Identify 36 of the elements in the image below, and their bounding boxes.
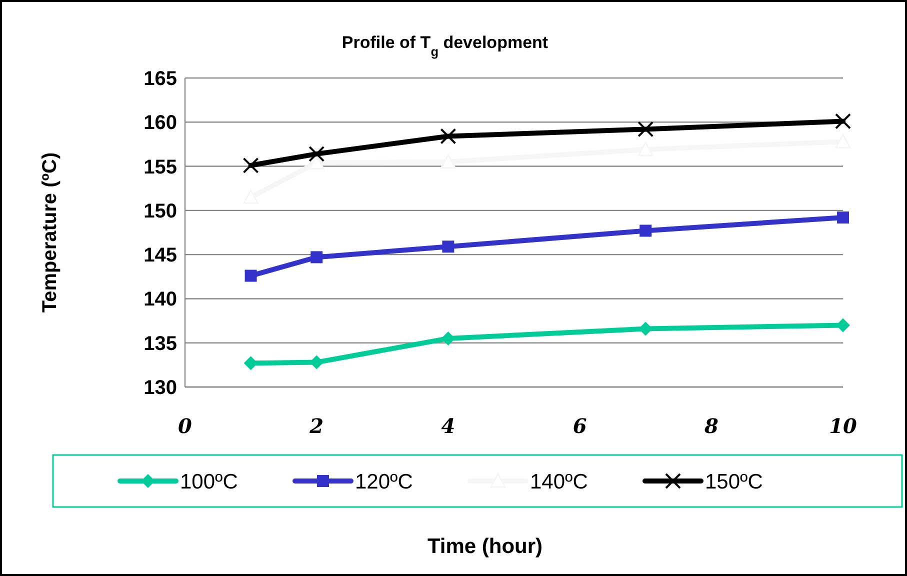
point	[308, 155, 324, 170]
y-tick-label: 160	[144, 112, 177, 134]
y-tick-label: 140	[144, 288, 177, 311]
point	[836, 318, 850, 332]
y-tick-label: 130	[144, 377, 177, 399]
legend-label: 100ºC	[180, 470, 238, 494]
point	[244, 270, 257, 282]
legend-label: 140ºC	[530, 470, 588, 494]
point	[638, 121, 654, 138]
point	[442, 240, 454, 253]
y-tick-label: 145	[144, 244, 177, 267]
point	[441, 331, 456, 346]
x-axis-title: Time (hour)	[427, 535, 543, 558]
point	[440, 154, 456, 169]
point	[308, 146, 325, 162]
point	[640, 224, 652, 237]
x-tick-label: 0	[178, 414, 192, 438]
x-tick-label: 10	[829, 414, 857, 438]
x-tick-label: 6	[572, 414, 587, 438]
x-tick-label: 2	[308, 414, 324, 438]
legend-label: 150ºC	[705, 470, 763, 494]
point	[440, 128, 456, 144]
point	[837, 211, 849, 224]
chart-title: Profile of T$_{g}$ development	[342, 33, 548, 58]
y-axis-title: Temperature (ºC)	[39, 152, 61, 313]
point	[310, 355, 324, 370]
point	[835, 113, 851, 130]
legend-label: 120ºC	[355, 470, 413, 494]
x-tick-label: 8	[704, 414, 718, 438]
y-tick-label: 150	[144, 200, 177, 222]
y-tick-label: 135	[144, 332, 177, 355]
y-tick-label: 165	[144, 68, 177, 90]
point	[310, 251, 323, 264]
point	[242, 157, 259, 174]
y-tick-label: 155	[144, 156, 177, 178]
x-tick-label: 4	[441, 414, 456, 438]
